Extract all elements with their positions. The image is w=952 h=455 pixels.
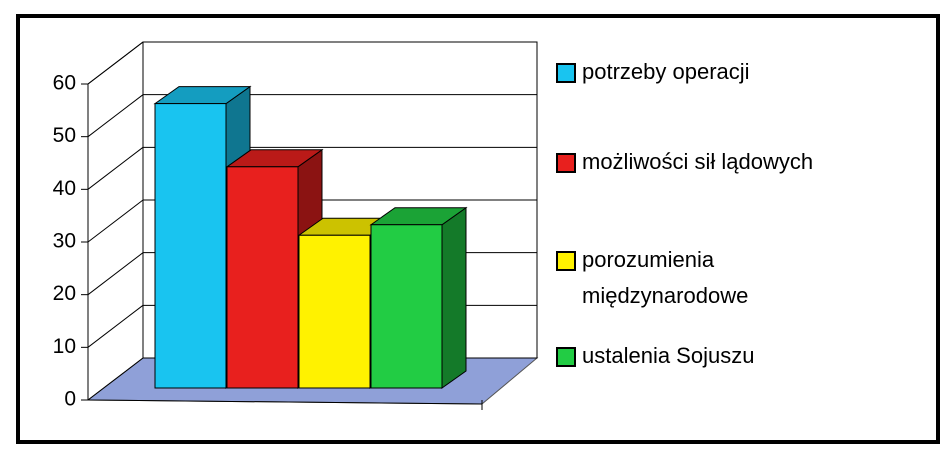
legend-swatch xyxy=(556,251,576,271)
grid-line xyxy=(87,199,144,243)
grid-line xyxy=(87,357,144,401)
grid-line xyxy=(87,146,144,190)
grid-line xyxy=(87,94,144,138)
legend-swatch xyxy=(556,347,576,367)
legend-item: możliwości sił lądowych xyxy=(556,144,813,180)
grid-line xyxy=(87,252,144,296)
legend-swatch xyxy=(556,153,576,173)
y-tick-label: 30 xyxy=(53,230,76,253)
x-axis xyxy=(87,399,483,405)
legend-label: ustalenia Sojuszu xyxy=(582,343,755,368)
bar-side xyxy=(441,206,467,389)
bar xyxy=(298,234,371,389)
legend-item: ustalenia Sojuszu xyxy=(556,338,754,374)
legend-label: możliwości sił lądowych xyxy=(582,149,814,174)
grid-line xyxy=(87,304,144,348)
y-tick-label: 50 xyxy=(53,124,76,147)
y-tick-label: 40 xyxy=(53,177,76,200)
y-tick-label: 0 xyxy=(64,388,76,411)
legend-label: potrzeby operacji xyxy=(582,59,750,84)
bar xyxy=(370,224,443,389)
bar xyxy=(154,103,227,389)
y-tick-label: 60 xyxy=(53,72,76,95)
bar xyxy=(226,166,299,389)
y-tick-label: 10 xyxy=(53,335,76,358)
grid-line xyxy=(87,41,144,85)
legend-item: potrzeby operacji xyxy=(556,54,750,90)
legend-label: porozumienia międzynarodowe xyxy=(582,247,749,308)
chart-frame xyxy=(16,14,940,444)
y-tick-label: 20 xyxy=(53,282,76,305)
legend-swatch xyxy=(556,63,576,83)
legend-item: porozumienia międzynarodowe xyxy=(556,242,756,314)
